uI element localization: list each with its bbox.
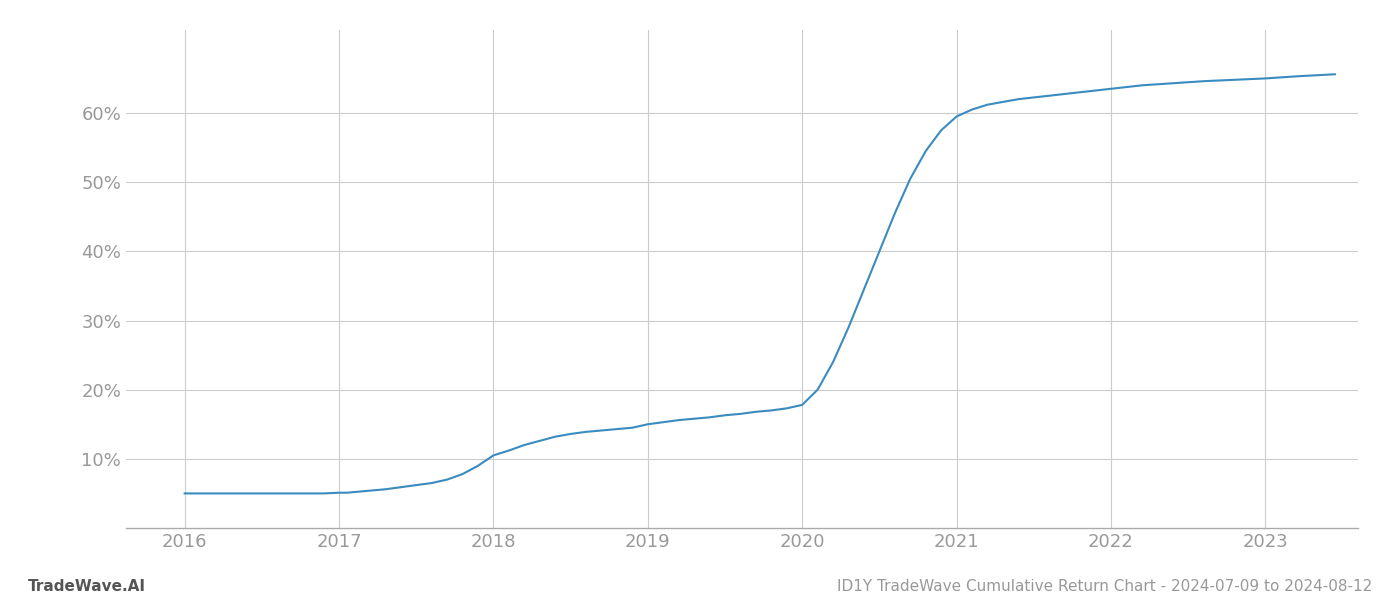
Text: TradeWave.AI: TradeWave.AI xyxy=(28,579,146,594)
Text: ID1Y TradeWave Cumulative Return Chart - 2024-07-09 to 2024-08-12: ID1Y TradeWave Cumulative Return Chart -… xyxy=(837,579,1372,594)
